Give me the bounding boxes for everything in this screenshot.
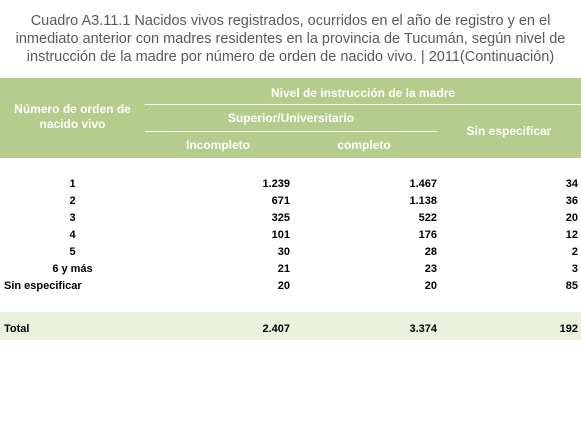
cell: 2 xyxy=(571,246,578,258)
row-header: Número de orden de nacido vivo xyxy=(14,102,131,131)
row-label: 1 xyxy=(69,178,76,190)
cell: 671 xyxy=(271,195,290,207)
cell: 36 xyxy=(565,195,578,207)
cell: 522 xyxy=(418,212,437,224)
row-label: Total xyxy=(4,323,30,335)
rule xyxy=(145,131,437,132)
cell: 1.467 xyxy=(409,178,437,190)
header-band xyxy=(0,78,581,158)
cell: 3 xyxy=(571,263,578,275)
cell: 28 xyxy=(424,246,437,258)
row-label: 5 xyxy=(69,246,76,258)
column-header: Incompleto xyxy=(185,138,250,152)
column-header: completo xyxy=(337,138,391,152)
cell: 1.239 xyxy=(262,178,290,190)
subgroup-header: Superior/Universitario xyxy=(227,111,355,125)
rule xyxy=(145,104,581,105)
cell: 192 xyxy=(559,323,578,335)
row-label: 3 xyxy=(69,212,76,224)
cell: 101 xyxy=(271,229,290,241)
cell: 3.374 xyxy=(409,323,437,335)
cell: 20 xyxy=(424,280,437,292)
column-header: Sin especificar xyxy=(466,124,552,138)
cell: 21 xyxy=(277,263,290,275)
cell: 30 xyxy=(277,246,290,258)
title: Cuadro A3.11.1 Nacidos vivos registrados… xyxy=(15,13,566,65)
cell: 1.138 xyxy=(409,195,437,207)
total-band xyxy=(0,312,581,340)
row-label: Sin especificar xyxy=(4,280,82,292)
cell: 325 xyxy=(271,212,290,224)
cell: 85 xyxy=(565,280,578,292)
cell: 20 xyxy=(565,212,578,224)
cell: 34 xyxy=(565,178,578,190)
row-label: 6 y más xyxy=(52,263,93,275)
group-header: Nivel de instrucción de la madre xyxy=(270,86,456,100)
cell: 2.407 xyxy=(262,323,290,335)
cell: 23 xyxy=(424,263,437,275)
cell: 176 xyxy=(418,229,437,241)
cell: 12 xyxy=(565,229,578,241)
row-label: 2 xyxy=(69,195,76,207)
cell: 20 xyxy=(277,280,290,292)
row-label: 4 xyxy=(69,229,76,241)
